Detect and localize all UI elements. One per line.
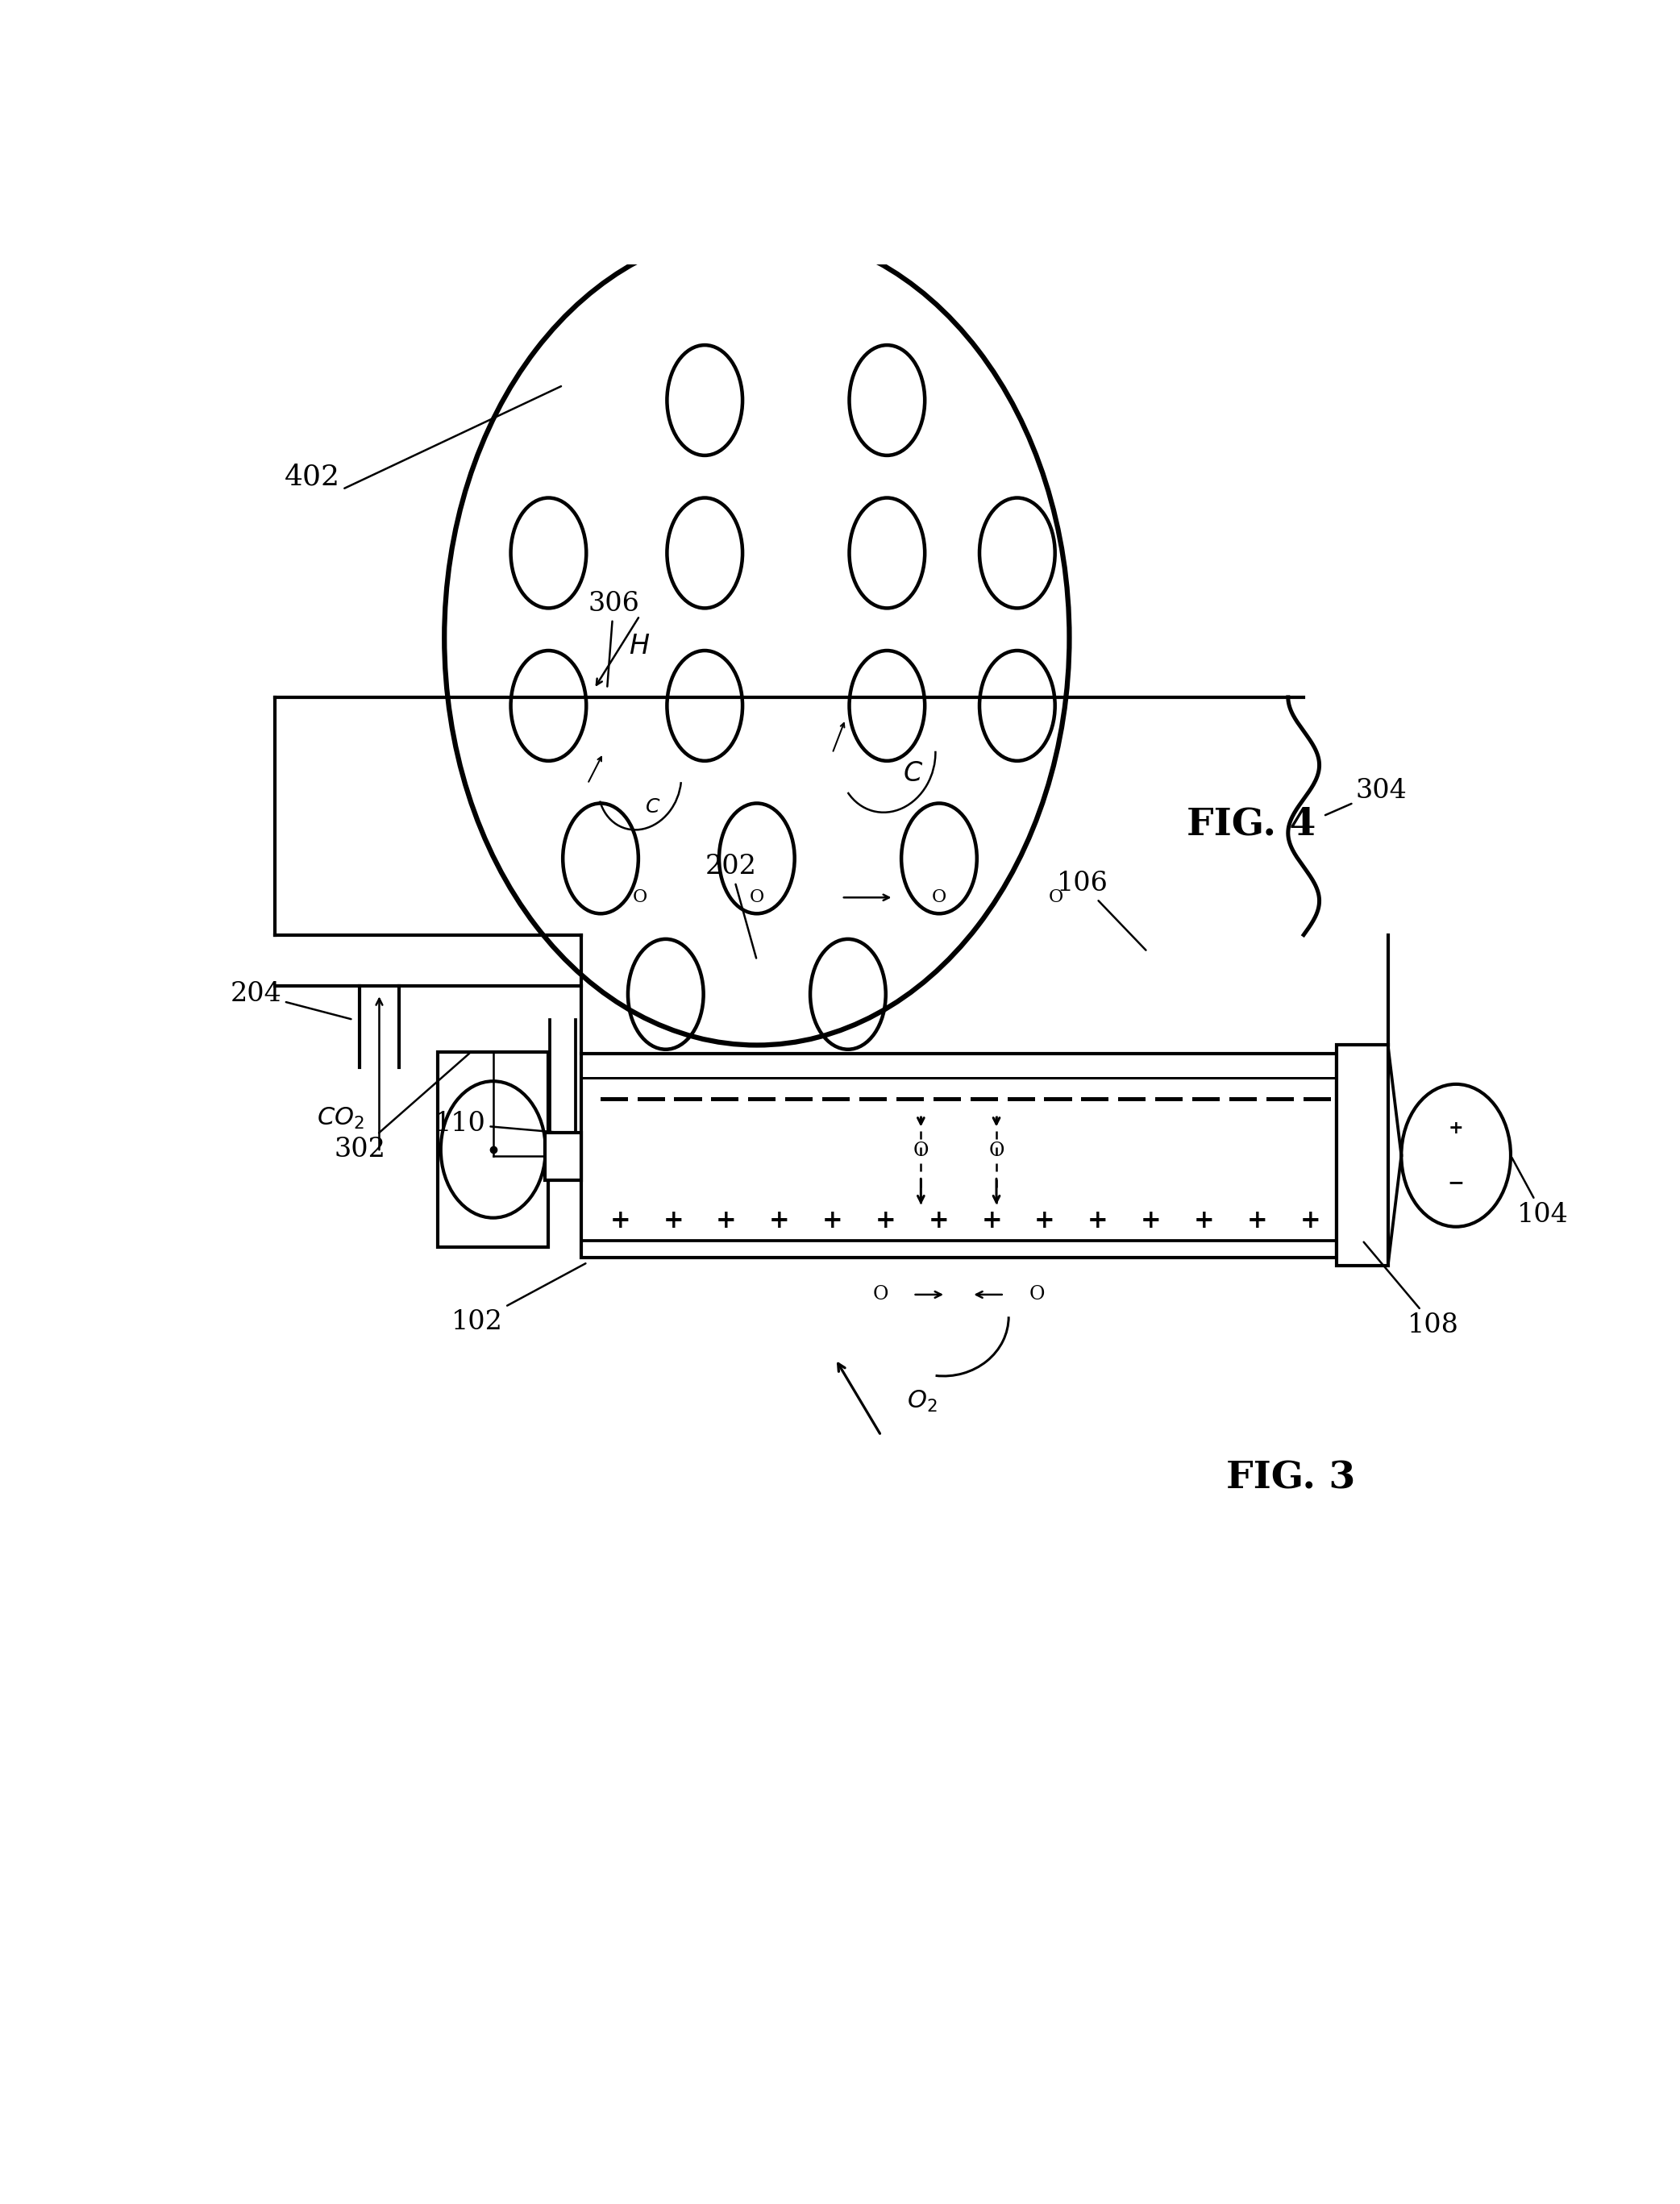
Text: 402: 402 bbox=[284, 386, 561, 489]
Text: +: + bbox=[981, 1208, 1001, 1232]
Text: +: + bbox=[875, 1208, 895, 1232]
Circle shape bbox=[1401, 1084, 1510, 1228]
Text: +: + bbox=[929, 1208, 949, 1232]
Text: $H$: $H$ bbox=[628, 633, 650, 659]
Text: O: O bbox=[749, 888, 764, 906]
Text: $CO_2$: $CO_2$ bbox=[316, 1106, 365, 1131]
Text: +: + bbox=[664, 1208, 684, 1232]
Text: +: + bbox=[1247, 1208, 1267, 1232]
Text: FIG. 4: FIG. 4 bbox=[1188, 807, 1315, 844]
Text: 108: 108 bbox=[1364, 1243, 1460, 1338]
Text: O: O bbox=[632, 888, 647, 906]
Text: 306: 306 bbox=[588, 591, 640, 685]
Text: O: O bbox=[1028, 1285, 1045, 1305]
Text: O: O bbox=[988, 1142, 1005, 1159]
Bar bbox=[581, 1054, 1336, 1256]
Bar bbox=[1336, 1045, 1388, 1265]
Text: $C$: $C$ bbox=[645, 798, 660, 818]
Text: +: + bbox=[610, 1208, 630, 1232]
Text: +: + bbox=[1141, 1208, 1161, 1232]
Text: 302: 302 bbox=[334, 1054, 469, 1162]
Text: O: O bbox=[912, 1142, 929, 1159]
Text: +: + bbox=[1035, 1208, 1055, 1232]
Text: +: + bbox=[716, 1208, 736, 1232]
Text: FIG. 3: FIG. 3 bbox=[1226, 1459, 1356, 1497]
Text: −: − bbox=[1448, 1173, 1465, 1192]
Text: $C$: $C$ bbox=[902, 760, 924, 787]
Text: +: + bbox=[1448, 1120, 1463, 1137]
Text: 106: 106 bbox=[1057, 871, 1146, 950]
Text: O: O bbox=[932, 888, 946, 906]
Bar bbox=[438, 1051, 548, 1247]
Text: +: + bbox=[1194, 1208, 1215, 1232]
Text: 204: 204 bbox=[230, 981, 351, 1018]
Text: O: O bbox=[1048, 888, 1063, 906]
Text: 304: 304 bbox=[1326, 778, 1408, 815]
Text: 102: 102 bbox=[452, 1263, 586, 1336]
Text: +: + bbox=[822, 1208, 843, 1232]
Text: +: + bbox=[769, 1208, 790, 1232]
Text: $O_2$: $O_2$ bbox=[907, 1389, 937, 1415]
Text: +: + bbox=[1300, 1208, 1320, 1232]
Bar bbox=[544, 1133, 581, 1179]
Text: 110: 110 bbox=[435, 1111, 556, 1137]
Text: O: O bbox=[872, 1285, 889, 1305]
Text: 202: 202 bbox=[706, 853, 756, 959]
Text: +: + bbox=[1087, 1208, 1109, 1232]
Text: 104: 104 bbox=[1512, 1157, 1569, 1228]
